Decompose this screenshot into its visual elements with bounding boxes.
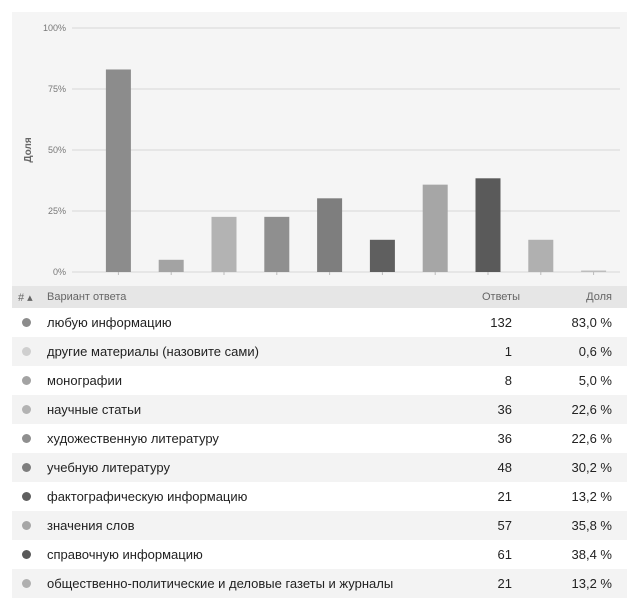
- bar: [317, 198, 343, 272]
- series-color-dot-icon: [22, 318, 31, 327]
- series-color-dot-icon: [22, 521, 31, 530]
- bar: [528, 239, 554, 272]
- bar: [475, 178, 501, 272]
- series-color-dot-icon: [22, 405, 31, 414]
- share-percent: 83,0 %: [571, 315, 612, 330]
- share-percent: 35,8 %: [571, 518, 612, 533]
- responses-count: 57: [497, 518, 512, 533]
- table-row[interactable]: научные статьи 36 22,6 %: [12, 395, 627, 424]
- bar: [422, 184, 448, 272]
- table-row[interactable]: другие материалы (назовите сами) 1 0,6 %: [12, 337, 627, 366]
- bar: [105, 69, 131, 272]
- table-row[interactable]: художественную литературу 36 22,6 %: [12, 424, 627, 453]
- share-percent: 30,2 %: [571, 460, 612, 475]
- y-tick-label: 0%: [53, 267, 66, 277]
- column-header-option-label: Вариант ответа: [47, 291, 127, 303]
- answer-option-label: общественно-политические и деловые газет…: [47, 576, 394, 591]
- answer-option-label: любую информацию: [47, 315, 172, 330]
- series-color-dot-icon: [22, 579, 31, 588]
- share-percent: 38,4 %: [571, 547, 612, 562]
- bar: [581, 270, 607, 272]
- y-tick-label: 25%: [48, 206, 66, 216]
- y-tick-label: 100%: [43, 23, 66, 33]
- share-percent: 22,6 %: [571, 402, 612, 417]
- series-color-dot-icon: [22, 376, 31, 385]
- table-row[interactable]: значения слов 57 35,8 %: [12, 511, 627, 540]
- bar: [369, 239, 395, 272]
- column-header-option[interactable]: Вариант ответа: [47, 291, 126, 303]
- series-color-dot-icon: [22, 550, 31, 559]
- column-header-share[interactable]: Доля: [586, 291, 612, 303]
- responses-count: 132: [490, 315, 512, 330]
- table-row[interactable]: справочную информацию 61 38,4 %: [12, 540, 627, 569]
- y-axis-label: Доля: [23, 137, 34, 162]
- table-header: # ▴ Вариант ответа Ответы Доля: [12, 286, 627, 308]
- series-color-dot-icon: [22, 463, 31, 472]
- table-row[interactable]: любую информацию 132 83,0 %: [12, 308, 627, 337]
- series-color-dot-icon: [22, 434, 31, 443]
- responses-count: 61: [497, 547, 512, 562]
- answer-option-label: значения слов: [47, 518, 135, 533]
- answer-option-label: монографии: [47, 373, 122, 388]
- bar-chart: 0% 25% 50% 75% 100% Доля: [23, 23, 620, 277]
- results-table: любую информацию 132 83,0 % другие материал…: [12, 308, 627, 598]
- table-row[interactable]: учебную литературу 48 30,2 %: [12, 453, 627, 482]
- column-header-number[interactable]: # ▴: [18, 292, 33, 304]
- responses-count: 21: [497, 576, 512, 591]
- bar: [158, 259, 184, 272]
- column-header-responses[interactable]: Ответы: [481, 291, 520, 303]
- share-percent: 22,6 %: [571, 431, 612, 446]
- chart-panel: 0% 25% 50% 75% 100% Доля: [12, 12, 627, 286]
- responses-count: 48: [497, 460, 512, 475]
- table-row[interactable]: фактографическую информацию 21 13,2 %: [12, 482, 627, 511]
- share-percent: 13,2 %: [571, 576, 612, 591]
- table-row[interactable]: монографии 8 5,0 %: [12, 366, 627, 395]
- answer-option-label: фактографическую информацию: [47, 489, 248, 504]
- bar: [211, 216, 237, 272]
- table-row[interactable]: общественно-политические и деловые газет…: [12, 569, 627, 598]
- answer-option-label: научные статьи: [47, 402, 142, 417]
- responses-count: 21: [497, 489, 512, 504]
- answer-option-label: другие материалы (назовите сами): [47, 344, 259, 359]
- responses-count: 1: [504, 344, 512, 359]
- bar: [264, 216, 290, 272]
- share-percent: 13,2 %: [571, 489, 612, 504]
- series-color-dot-icon: [22, 347, 31, 356]
- share-percent: 0,6 %: [578, 344, 612, 359]
- answer-option-label: художественную литературу: [47, 431, 219, 446]
- responses-count: 36: [497, 431, 512, 446]
- answer-option-label: учебную литературу: [47, 460, 170, 475]
- y-tick-label: 75%: [48, 84, 66, 94]
- series-color-dot-icon: [22, 492, 31, 501]
- responses-count: 8: [504, 373, 512, 388]
- responses-count: 36: [497, 402, 512, 417]
- answer-option-label: справочную информацию: [47, 547, 203, 562]
- share-percent: 5,0 %: [578, 373, 612, 388]
- y-tick-label: 50%: [48, 145, 66, 155]
